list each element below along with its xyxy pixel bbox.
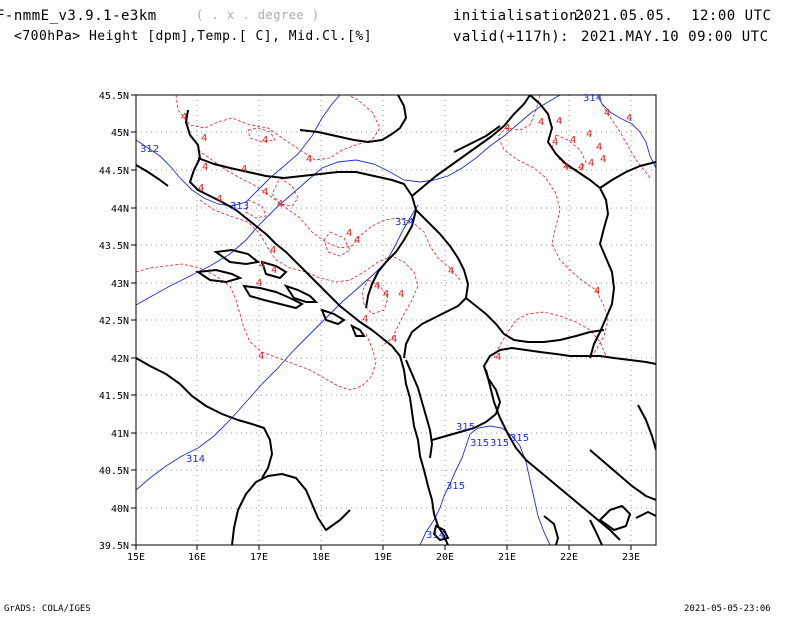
temp-label: 4 <box>570 135 576 146</box>
height-label: 314 <box>395 217 414 228</box>
lat-label: 43.5N <box>99 241 129 252</box>
temp-label: 4 <box>552 137 558 148</box>
temp-label: 4 <box>306 154 312 165</box>
footer-credit: GrADS: COLA/IGES <box>4 604 91 614</box>
temp-label: 4 <box>201 133 207 144</box>
model-title: F-nmmE_v3.9.1-e3km <box>0 8 157 24</box>
init-value: 2021.05.05. 12:00 UTC <box>575 8 772 24</box>
temp-label: 4 <box>202 162 208 173</box>
lat-label: 41N <box>111 429 129 440</box>
lon-label: 17E <box>250 552 268 563</box>
fields-label: <700hPa> Height [dpm],Temp.[ C], Mid.Cl.… <box>14 29 373 44</box>
height-label: 312 <box>140 144 159 155</box>
lat-label: 40.5N <box>99 466 129 477</box>
lat-label: 40N <box>111 504 129 515</box>
temp-label: 4 <box>600 154 606 165</box>
temp-label: 4 <box>198 183 204 194</box>
height-label: 314 <box>583 93 602 104</box>
temp-label: 4 <box>495 352 501 363</box>
temp-label: 4 <box>604 108 610 119</box>
valid-value: 2021.MAY.10 09:00 UTC <box>581 29 769 45</box>
height-contours <box>136 95 656 545</box>
axis-ticks <box>131 94 632 550</box>
temp-label: 4 <box>578 162 584 173</box>
temp-label: 4 <box>594 286 600 297</box>
longitude-labels: 15E 16E 17E 18E 19E 20E 21E 22E 23E <box>127 552 640 563</box>
height-label: 315 <box>510 433 529 444</box>
lat-label: 45N <box>111 128 129 139</box>
temp-label: 4 <box>626 113 632 124</box>
model-note: ( . x . degree ) <box>196 8 320 22</box>
temp-label: 4 <box>588 158 594 169</box>
lat-label: 41.5N <box>99 391 129 402</box>
temp-label: 4 <box>181 112 187 123</box>
coastlines <box>136 95 656 545</box>
lon-label: 18E <box>312 552 330 563</box>
lon-label: 22E <box>560 552 578 563</box>
temp-label: 4 <box>270 245 276 256</box>
lon-label: 19E <box>374 552 392 563</box>
lat-label: 42N <box>111 354 129 365</box>
temp-label: 4 <box>271 265 277 276</box>
temp-label: 4 <box>383 289 389 300</box>
temp-label: 4 <box>216 194 222 205</box>
latitude-labels: 45.5N 45N 44.5N 44N 43.5N 43N 42.5N 42N … <box>99 91 129 552</box>
lat-label: 45.5N <box>99 91 129 102</box>
lon-label: 23E <box>622 552 640 563</box>
temp-label: 4 <box>398 289 404 300</box>
height-label: 313 <box>230 201 249 212</box>
islands <box>195 248 450 542</box>
valid-label: valid(+117h): <box>453 29 570 45</box>
lon-label: 15E <box>127 552 145 563</box>
height-label: 314 <box>186 454 205 465</box>
temp-label: 4 <box>556 116 562 127</box>
lat-label: 44.5N <box>99 166 129 177</box>
temp-label: 4 <box>241 164 247 175</box>
temp-label: 4 <box>362 314 368 325</box>
lon-label: 20E <box>436 552 454 563</box>
lat-label: 42.5N <box>99 316 129 327</box>
height-label: 315 <box>490 438 509 449</box>
temp-label: 4 <box>391 334 397 345</box>
height-label: 315 <box>446 481 465 492</box>
temp-label: 4 <box>448 266 454 277</box>
footer-timestamp: 2021-05-05-23:06 <box>684 604 771 614</box>
lon-label: 16E <box>188 552 206 563</box>
init-label: initialisation: <box>453 8 587 24</box>
temp-label: 4 <box>374 281 380 292</box>
lat-label: 39.5N <box>99 541 129 552</box>
lat-label: 43N <box>111 279 129 290</box>
temp-label: 4 <box>596 142 602 153</box>
height-label: 315 <box>456 422 475 433</box>
temp-label: 4 <box>354 235 360 246</box>
temp-label: 4 <box>262 187 268 198</box>
height-contour-labels: 312 313 314 314 315 315 315 315 315 314 … <box>140 93 602 541</box>
temp-label: 4 <box>586 129 592 140</box>
lat-label: 44N <box>111 204 129 215</box>
temp-label: 4 <box>262 135 268 146</box>
temp-label: 4 <box>258 351 264 362</box>
temp-label: 4 <box>277 199 283 210</box>
temp-label: 4 <box>538 117 544 128</box>
temp-label: 4 <box>563 162 569 173</box>
height-label: 314 <box>426 530 445 541</box>
temp-label: 4 <box>346 228 352 239</box>
temp-label: 4 <box>259 260 265 271</box>
height-label: 315 <box>470 438 489 449</box>
lon-label: 21E <box>498 552 516 563</box>
temperature-contour-labels: 4 4 4 4 4 4 4 4 4 4 4 4 4 4 4 4 4 4 4 4 … <box>181 108 632 363</box>
temp-label: 4 <box>504 123 510 134</box>
temp-label: 4 <box>256 278 262 289</box>
